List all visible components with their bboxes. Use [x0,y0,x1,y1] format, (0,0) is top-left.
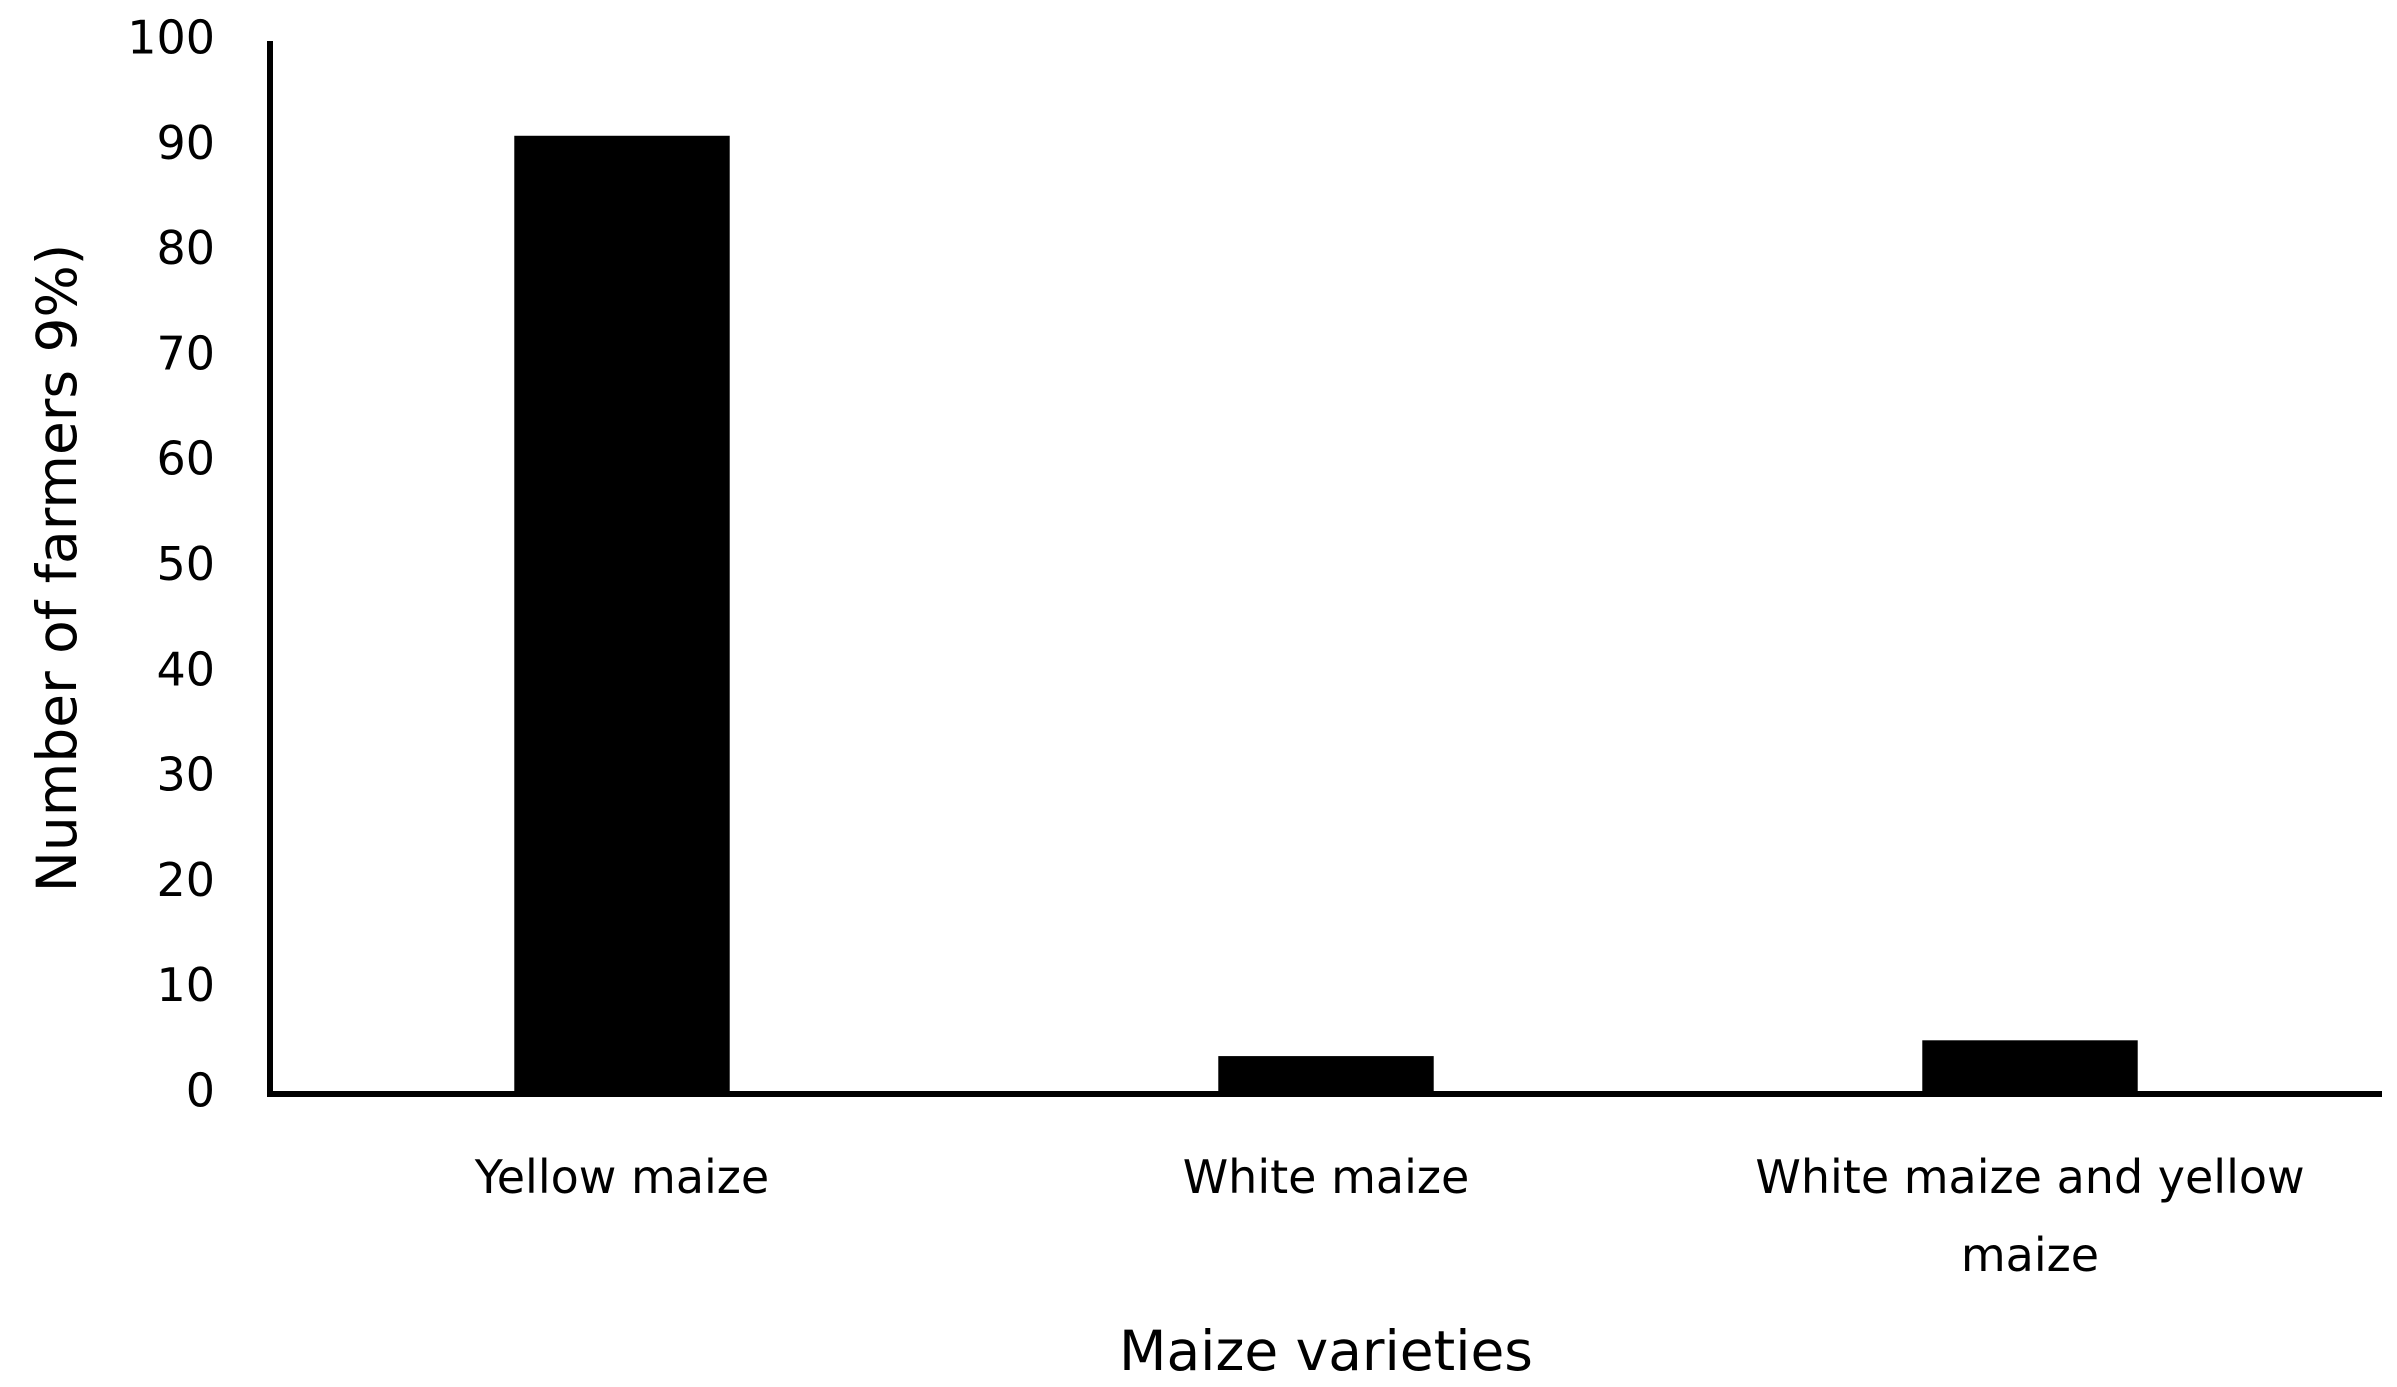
y-axis-title: Number of farmers 9%) [25,244,89,893]
x-tick-label: White maize [1182,1150,1470,1204]
y-tick-label: 10 [156,958,215,1012]
y-tick-label: 80 [156,221,215,275]
y-tick-label: 0 [186,1064,215,1118]
x-tick-label: White maize and yellow maize [1755,1150,2305,1282]
x-axis-title: Maize varieties [1119,1319,1533,1383]
y-tick-label: 30 [156,748,215,802]
y-tick-label: 90 [156,116,215,170]
y-tick-label: 50 [156,537,215,591]
x-tick-label: Yellow maize [474,1150,770,1204]
y-tick-label: 100 [127,11,215,65]
y-tick-label: 70 [156,326,215,380]
bar [514,135,730,1094]
bar [1218,1056,1434,1094]
y-tick-label: 40 [156,642,215,696]
y-tick-label: 20 [156,853,215,907]
y-tick-label: 60 [156,432,215,486]
bar [1922,1040,2138,1094]
